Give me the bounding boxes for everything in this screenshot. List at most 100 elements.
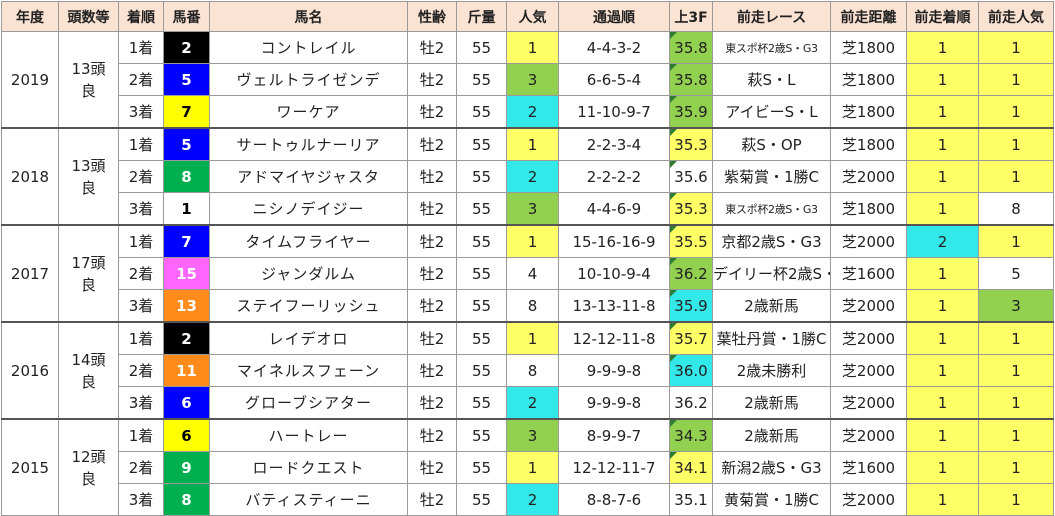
header-prev-race: 前走レース (712, 1, 831, 32)
horse-name: サートゥルナーリア (209, 127, 408, 161)
field-size: 14頭 (71, 350, 106, 369)
passing-order-cell: 4-4-6-9 (558, 192, 670, 226)
horse-name: ステイフーリッシュ (209, 289, 408, 323)
last-3f-value: 36.2 (674, 264, 708, 283)
year-cell: 2017 (1, 224, 59, 323)
prev-pop-cell: 5 (978, 257, 1054, 290)
popularity-cell: 1 (506, 31, 559, 64)
horse-name: レイデオロ (209, 321, 408, 355)
place-cell: 3着 (118, 192, 164, 226)
track-condition: 良 (80, 178, 96, 197)
last-3f-value: 35.5 (674, 232, 708, 251)
field-size: 13頭 (71, 59, 106, 78)
last-3f-value: 35.7 (674, 329, 708, 348)
comment-marker-icon (670, 420, 677, 427)
horse-name: ハートレー (209, 418, 408, 452)
last-3f-value: 35.9 (674, 102, 708, 121)
popularity-cell: 2 (506, 160, 559, 193)
year-cell: 2015 (1, 418, 59, 516)
prev-pop-cell: 1 (978, 127, 1054, 161)
last-3f-value: 35.9 (674, 296, 708, 315)
prev-place-cell: 1 (906, 192, 979, 226)
place-cell: 1着 (118, 224, 164, 258)
sex-age-cell: 牡2 (407, 127, 457, 161)
sex-age-cell: 牡2 (407, 483, 457, 516)
results-body: 2019 13頭良 1着 2 コントレイル 牡2 55 1 4-4-3-2 35.8 東スポ杯2歳S… (1, 31, 1054, 516)
sex-age-cell: 牡2 (407, 418, 457, 452)
prev-distance-cell: 芝2000 (830, 321, 907, 355)
passing-order-cell: 8-9-9-7 (558, 418, 670, 452)
track-condition: 良 (80, 469, 96, 488)
last-3f-cell: 36.2 (669, 386, 713, 420)
weight-cell: 55 (456, 160, 507, 193)
sex-age-cell: 牡2 (407, 321, 457, 355)
place-cell: 3着 (118, 95, 164, 129)
last-3f-value: 36.2 (674, 393, 708, 412)
prev-pop-cell: 8 (978, 192, 1054, 226)
table-row: 3着 13 ステイフーリッシュ 牡2 55 8 13-13-11-8 35.9 2歳新馬 芝200… (2, 289, 1054, 323)
last-3f-cell: 35.8 (669, 31, 713, 64)
horse-name: ジャンダルム (209, 257, 408, 290)
prev-place-cell: 1 (906, 31, 979, 64)
sex-age-cell: 牡2 (407, 451, 457, 484)
prev-distance-cell: 芝1800 (830, 31, 907, 64)
weight-cell: 55 (456, 95, 507, 129)
last-3f-cell: 35.5 (669, 224, 713, 258)
passing-order-cell: 9-9-9-8 (558, 386, 670, 420)
prev-race-cell: 萩S・OP (712, 127, 831, 161)
popularity-cell: 2 (506, 386, 559, 420)
last-3f-cell: 36.0 (669, 354, 713, 387)
gate-cell: 5 (163, 127, 210, 161)
place-cell: 2着 (118, 451, 164, 484)
last-3f-value: 35.3 (674, 135, 708, 154)
horse-name: バティスティーニ (209, 483, 408, 516)
popularity-cell: 8 (506, 354, 559, 387)
place-cell: 1着 (118, 321, 164, 355)
prev-race-cell: 2歳新馬 (712, 289, 831, 323)
weight-cell: 55 (456, 354, 507, 387)
prev-distance-cell: 芝2000 (830, 354, 907, 387)
table-row: 2着 11 マイネルスフェーン 牡2 55 8 9-9-9-8 36.0 2歳未勝利 芝2000 1… (2, 354, 1054, 387)
horse-name: タイムフライヤー (209, 224, 408, 258)
track-condition: 良 (80, 81, 96, 100)
field-size: 13頭 (71, 156, 106, 175)
header-pop: 人気 (506, 1, 559, 32)
heads-cell: 13頭良 (58, 127, 119, 226)
prev-pop-cell: 1 (978, 95, 1054, 129)
prev-pop-cell: 3 (978, 289, 1054, 323)
prev-place-cell: 1 (906, 321, 979, 355)
prev-place-cell: 1 (906, 483, 979, 516)
weight-cell: 55 (456, 224, 507, 258)
header-prev-pop: 前走人気 (978, 1, 1054, 32)
prev-race-cell: 東スポ杯2歳S・G3 (712, 192, 831, 226)
prev-race-cell: 東スポ杯2歳S・G3 (712, 31, 831, 64)
last-3f-cell: 35.3 (669, 127, 713, 161)
last-3f-value: 34.1 (674, 458, 708, 477)
weight-cell: 55 (456, 451, 507, 484)
last-3f-cell: 35.8 (669, 63, 713, 96)
year-cell: 2016 (1, 321, 59, 420)
header-prev-dist: 前走距離 (830, 1, 907, 32)
gate-cell: 7 (163, 95, 210, 129)
gate-cell: 2 (163, 321, 210, 355)
prev-place-cell: 1 (906, 127, 979, 161)
popularity-cell: 1 (506, 321, 559, 355)
table-row: 2着 9 ロードクエスト 牡2 55 1 12-12-11-7 34.1 新潟2歳S・G3 芝16… (2, 451, 1054, 484)
horse-name: ロードクエスト (209, 451, 408, 484)
gate-cell: 5 (163, 63, 210, 96)
weight-cell: 55 (456, 127, 507, 161)
horse-name: ニシノデイジー (209, 192, 408, 226)
last-3f-cell: 36.2 (669, 257, 713, 290)
header-weight: 斤量 (456, 1, 507, 32)
horse-name: コントレイル (209, 31, 408, 64)
sex-age-cell: 牡2 (407, 386, 457, 420)
prev-place-cell: 1 (906, 160, 979, 193)
prev-pop-cell: 1 (978, 31, 1054, 64)
passing-order-cell: 6-6-5-4 (558, 63, 670, 96)
popularity-cell: 4 (506, 257, 559, 290)
popularity-cell: 8 (506, 289, 559, 323)
passing-order-cell: 2-2-3-4 (558, 127, 670, 161)
table-row: 3着 6 グローブシアター 牡2 55 2 9-9-9-8 36.2 2歳新馬 芝2000 1 1 (2, 386, 1054, 420)
prev-place-cell: 2 (906, 224, 979, 258)
gate-cell: 6 (163, 418, 210, 452)
